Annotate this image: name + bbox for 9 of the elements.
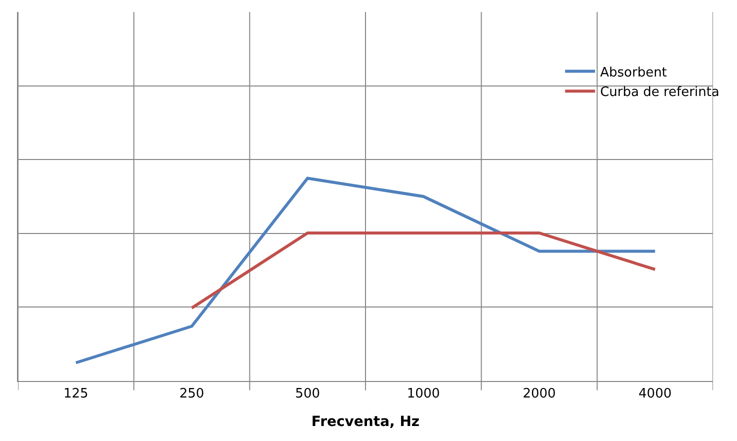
x-tick-label: 500 [295,386,320,402]
x-axis-title: Frecventa, Hz [311,414,420,430]
legend-label: Curba de referinta [600,85,720,100]
legend-label: Absorbent [600,65,667,80]
x-tick-label: 1000 [406,386,440,402]
x-tick-label: 4000 [638,386,672,402]
x-tick-label: 125 [64,386,88,402]
x-tick-label: 2000 [522,386,556,402]
x-tick-label: 250 [179,386,204,402]
